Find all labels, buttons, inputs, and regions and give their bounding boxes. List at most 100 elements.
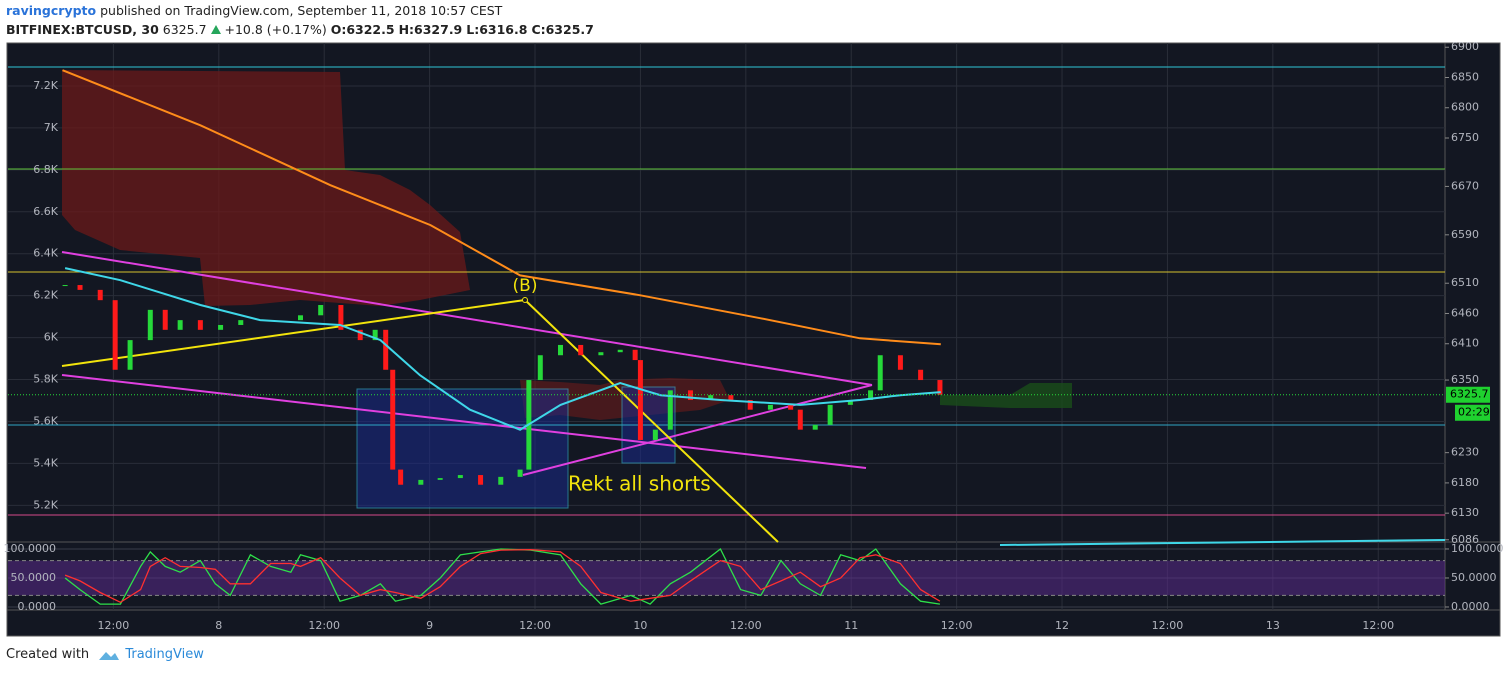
series-line xyxy=(64,548,941,604)
y2-tick-label: 6510 xyxy=(1451,276,1479,289)
y-tick-label: 5.6K xyxy=(33,414,58,427)
trend-line xyxy=(524,299,779,543)
candle xyxy=(62,285,68,287)
candle xyxy=(357,329,363,341)
y2-tick-label: 6410 xyxy=(1451,337,1479,350)
candle xyxy=(652,429,658,440)
candle xyxy=(578,344,584,356)
candle xyxy=(897,355,903,370)
y2-tick-label: 50.0000 xyxy=(1451,571,1497,584)
candle xyxy=(747,400,753,410)
y-tick-label: 0.0000 xyxy=(18,600,57,613)
price-badge xyxy=(1446,386,1490,403)
series-line xyxy=(64,548,940,605)
candle xyxy=(127,340,133,370)
x-tick-label: 12:00 xyxy=(519,619,551,632)
y-tick-label: 100.0000 xyxy=(4,542,57,555)
x-tick-label: 12:00 xyxy=(308,619,340,632)
brand[interactable]: TradingView xyxy=(125,647,204,662)
last: 6325.7 xyxy=(162,22,207,37)
ohlc: L:6316.8 xyxy=(466,22,528,37)
candle xyxy=(297,315,303,321)
trend-line xyxy=(999,539,1446,546)
y-tick-label: 50.0000 xyxy=(11,571,57,584)
ohlc: O:6322.5 xyxy=(330,22,395,37)
symbol-name: BITFINEX:BTCUSD, 30 xyxy=(6,22,159,37)
axes: 12:00 8 12:00 9 12:00 10 12:00 11 12:00 12 12:00 13… xyxy=(4,40,1504,632)
candle xyxy=(812,424,818,430)
series-line xyxy=(64,267,941,431)
y2-tick-label: 6230 xyxy=(1451,446,1479,459)
cloud xyxy=(940,383,1072,408)
candle xyxy=(338,305,344,330)
annotation: Rekt all shorts xyxy=(568,472,711,496)
trend-line xyxy=(522,384,873,476)
candle xyxy=(383,329,389,370)
candle xyxy=(598,352,604,356)
y-tick-label: 5.2K xyxy=(33,498,58,511)
candle xyxy=(708,395,714,401)
y-tick-label: 6.4K xyxy=(33,247,58,260)
y-tick-label: 5.4K xyxy=(33,456,58,469)
price-label: 6325.7 xyxy=(1450,388,1489,401)
y2-tick-label: 6900 xyxy=(1451,40,1479,53)
x-tick-label: 12:00 xyxy=(1152,619,1184,632)
published: published on TradingView.com, September … xyxy=(100,3,503,18)
symbol-line: BITFINEX:BTCUSD, 30 6325.7 +10.8 (+0.17%… xyxy=(6,22,594,37)
y2-tick-label: 6180 xyxy=(1451,476,1479,489)
candle xyxy=(147,309,153,341)
candle xyxy=(868,390,874,401)
author[interactable]: ravingcrypto xyxy=(6,3,97,18)
trend-line xyxy=(61,374,867,469)
pivot xyxy=(522,297,528,303)
candle xyxy=(877,355,883,391)
cloud xyxy=(62,70,470,306)
y2-tick-label: 6670 xyxy=(1451,179,1479,192)
x-tick-label: 10 xyxy=(633,619,647,632)
candle xyxy=(390,369,396,470)
trend-line xyxy=(61,251,873,386)
candle xyxy=(847,400,853,405)
annotation: (B) xyxy=(513,276,538,296)
y-tick-label: 5.8K xyxy=(33,373,58,386)
candle xyxy=(238,320,244,325)
candle xyxy=(788,404,794,410)
ohlc: C:6325.7 xyxy=(531,22,594,37)
candle xyxy=(827,404,833,425)
logo xyxy=(99,651,120,660)
y-tick-label: 6.6K xyxy=(33,205,58,218)
y-tick-label: 7K xyxy=(44,121,59,134)
candle xyxy=(162,309,168,330)
osc-band xyxy=(8,560,1445,596)
x-tick-label: 12:00 xyxy=(1362,619,1394,632)
footer: Created with TradingView xyxy=(6,647,204,662)
box xyxy=(356,388,569,509)
candle xyxy=(177,320,183,330)
candle xyxy=(728,395,734,401)
y2-tick-label: 0.0000 xyxy=(1451,600,1490,613)
candle xyxy=(398,469,404,485)
candle xyxy=(97,289,103,301)
x-tick-label: 11 xyxy=(844,619,858,632)
candle xyxy=(617,349,623,353)
y2-tick-label: 6130 xyxy=(1451,506,1479,519)
x-tick-label: 12 xyxy=(1055,619,1069,632)
candle xyxy=(498,476,504,485)
candle xyxy=(418,479,424,485)
y2-tick-label: 6800 xyxy=(1451,101,1479,114)
countdown: 02:29 xyxy=(1458,406,1490,419)
candle xyxy=(537,355,543,381)
candle xyxy=(937,380,943,395)
y-tick-label: 6.2K xyxy=(33,289,58,302)
y-tick-label: 6.8K xyxy=(33,163,58,176)
candle xyxy=(557,344,563,356)
y2-tick-label: 100.0000 xyxy=(1451,542,1504,555)
candle xyxy=(918,369,924,381)
candle xyxy=(767,404,773,410)
candle xyxy=(197,320,203,330)
y-tick-label: 7.2K xyxy=(33,79,58,92)
data xyxy=(8,69,1445,605)
candle xyxy=(797,409,803,430)
countdown-badge xyxy=(1455,404,1490,421)
